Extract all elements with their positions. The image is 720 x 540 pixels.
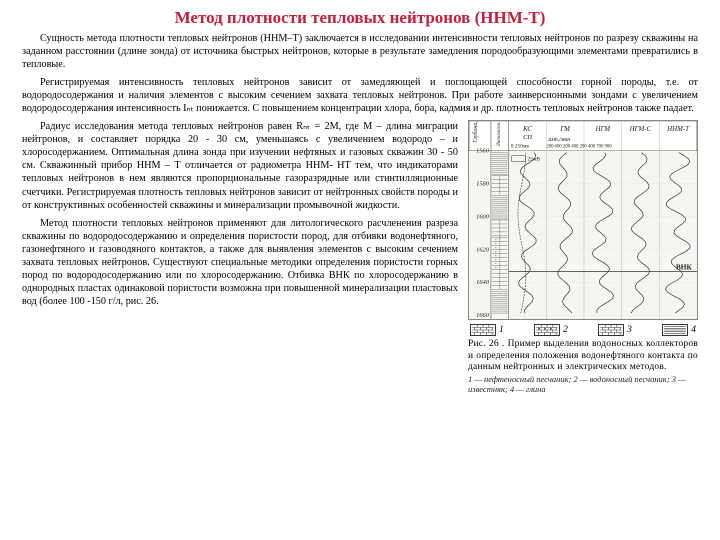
- svg-text:1640: 1640: [476, 279, 490, 286]
- svg-text:НГМ-С: НГМ-С: [629, 126, 652, 133]
- svg-text:ВНК: ВНК: [676, 263, 693, 272]
- legend-num: 4: [691, 325, 696, 335]
- para-4: Метод плотности тепловых нейтронов приме…: [22, 217, 458, 308]
- svg-text:Литологич. колонка: Литологич. колонка: [496, 121, 502, 148]
- log-figure: КС ГМ НГМ НГМ-С ННМ-Т СП Глубина, м Литологич. …: [468, 120, 698, 320]
- svg-text:КС: КС: [522, 126, 532, 133]
- svg-text:НГМ: НГМ: [595, 126, 612, 133]
- svg-text:1580: 1580: [476, 181, 490, 188]
- legend-item: 3: [598, 324, 632, 336]
- svg-text:Глубина, м: Глубина, м: [472, 121, 479, 144]
- legend-num: 1: [499, 325, 504, 335]
- legend-item: 4: [662, 324, 696, 336]
- figure-caption: Рис. 26 . Пример выделения водоносных ко…: [468, 339, 698, 373]
- legend-item: 1: [470, 324, 504, 336]
- svg-text:1600: 1600: [476, 214, 490, 221]
- svg-text:имп./мин: имп./мин: [548, 137, 570, 143]
- svg-text:1660: 1660: [476, 312, 490, 319]
- svg-text:ННМ-Т: ННМ-Т: [666, 126, 690, 133]
- legend-item: 2: [534, 324, 568, 336]
- svg-text:СП: СП: [523, 134, 532, 141]
- legend-row: 1 2 3 4: [468, 324, 698, 336]
- legend-num: 3: [627, 325, 632, 335]
- svg-text:200 600 200 400 200 400 700 90: 200 600 200 400 200 400 700 900: [546, 145, 612, 150]
- svg-text:1560: 1560: [476, 148, 490, 155]
- para-1: Сущность метода плотности тепловых нейтр…: [22, 32, 698, 71]
- para-2: Регистрируемая интенсивность тепловых не…: [22, 76, 698, 115]
- svg-text:ГМ: ГМ: [559, 126, 571, 133]
- svg-text:25мВ: 25мВ: [528, 157, 541, 163]
- page-title: Метод плотности тепловых нейтронов (ННМ-…: [22, 8, 698, 28]
- svg-text:0 250мв: 0 250мв: [511, 144, 530, 150]
- legend-swatch: [598, 324, 624, 336]
- svg-text:1620: 1620: [476, 247, 490, 254]
- legend-swatch: [534, 324, 560, 336]
- legend-swatch: [662, 324, 688, 336]
- legend-swatch: [470, 324, 496, 336]
- para-3: Радиус исследования метода тепловых нейт…: [22, 120, 458, 211]
- legend-num: 2: [563, 325, 568, 335]
- figure-legend-text: 1 — нефтеносный песчаник; 2 — водоносный…: [468, 375, 698, 395]
